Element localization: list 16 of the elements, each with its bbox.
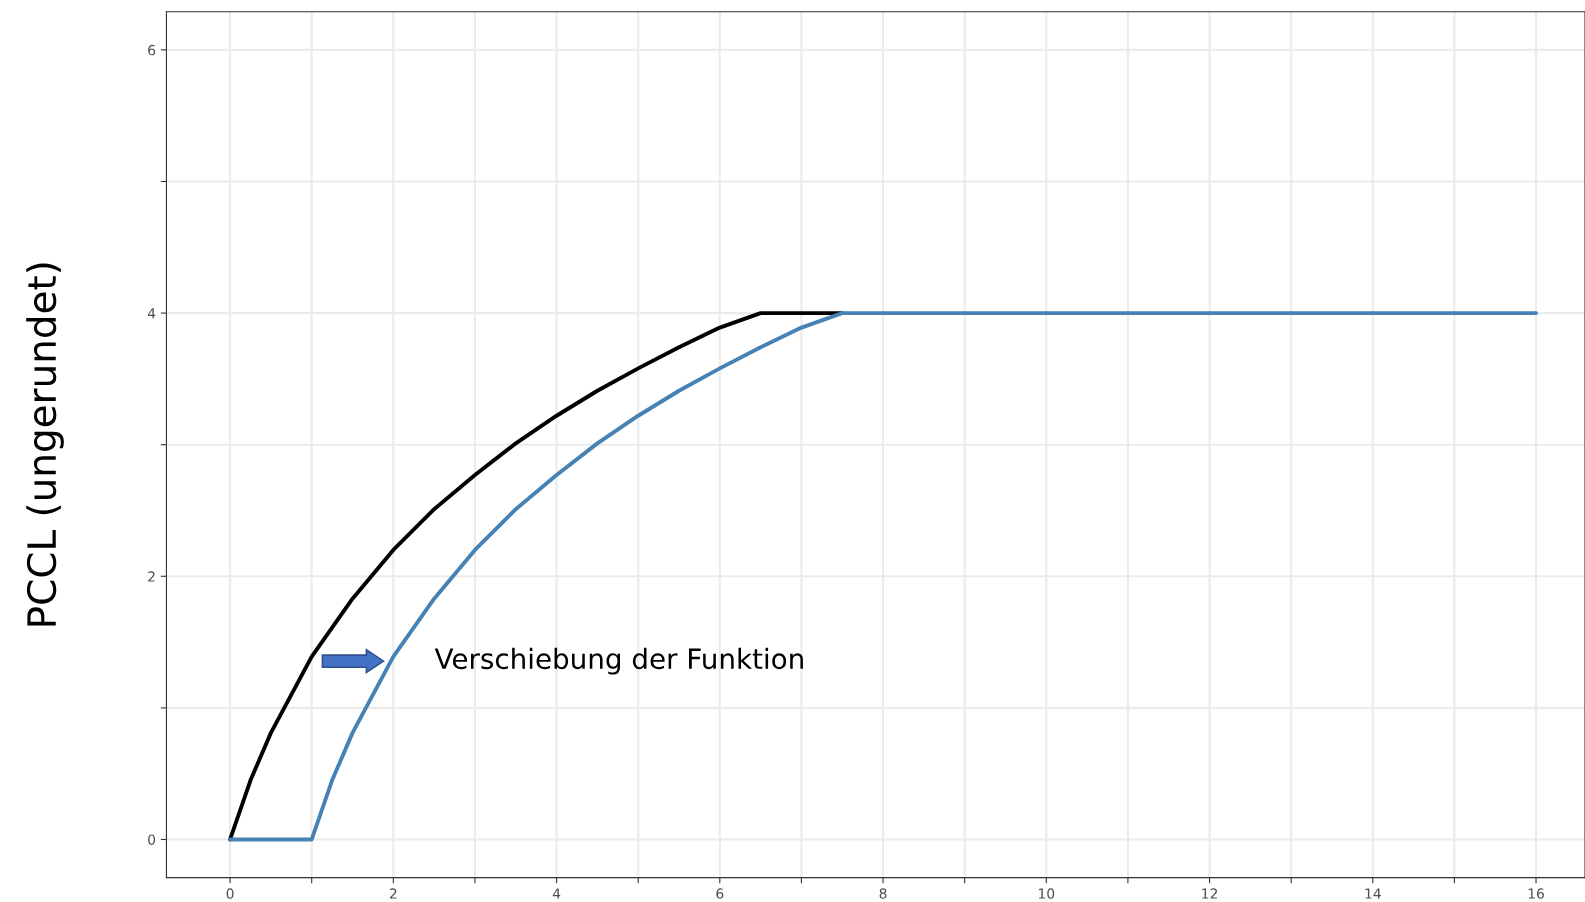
x-tick-label: 2 — [389, 888, 397, 899]
x-tick-label: 8 — [879, 888, 887, 899]
x-tick-label: 10 — [1038, 888, 1055, 899]
line-series — [228, 311, 1538, 842]
x-tick-label: 0 — [226, 888, 234, 899]
x-tick-label: 4 — [552, 888, 561, 899]
x-tick-label: 12 — [1202, 888, 1217, 899]
y-tick-label: 2 — [148, 571, 155, 582]
x-tick-label: 16 — [1528, 888, 1544, 899]
annotation: Verschiebung der Funktion — [434, 647, 803, 675]
y-tick-label: 4 — [147, 308, 156, 319]
x-tick-label: 14 — [1365, 888, 1381, 899]
y-tick-label: 0 — [148, 834, 156, 845]
x-tick-label: 6 — [716, 888, 724, 899]
y-tick-label: 6 — [148, 44, 156, 56]
y-axis-title: PCCL (ungerundet) — [26, 263, 64, 626]
